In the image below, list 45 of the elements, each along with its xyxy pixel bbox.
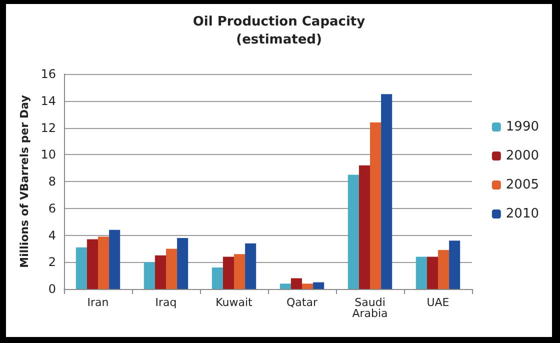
x-tick-label: Saudi Arabia	[352, 296, 388, 320]
bar	[98, 236, 110, 289]
y-tick-label: 2	[48, 255, 56, 270]
chart-title: Oil Production Capacity (estimated)	[192, 14, 366, 48]
x-tick-label: Qatar	[286, 296, 318, 309]
y-tick-label: 8	[48, 174, 56, 188]
bar	[290, 278, 302, 289]
x-tick-label: UAE	[426, 296, 450, 309]
bar	[76, 247, 87, 289]
y-tick-label: 0	[48, 282, 56, 296]
bar	[222, 256, 234, 289]
legend-label: 2005	[506, 178, 540, 192]
y-tick-label: 16	[40, 67, 56, 81]
y-tick-label: 4	[48, 228, 56, 242]
bar	[449, 240, 460, 289]
bar	[416, 256, 427, 289]
y-tick-label: 6	[48, 201, 56, 216]
bar	[212, 268, 223, 289]
bar	[313, 282, 324, 289]
x-tick-label: Kuwait	[216, 296, 254, 309]
bar	[381, 94, 392, 289]
bar	[234, 254, 246, 289]
y-tick-label: 12	[40, 120, 56, 135]
bar	[358, 165, 370, 289]
bar	[426, 256, 438, 289]
bar	[302, 284, 314, 289]
bar	[154, 255, 166, 289]
bar	[438, 250, 450, 289]
bar	[109, 230, 120, 289]
bar	[86, 239, 98, 289]
bar	[348, 174, 359, 289]
y-tick-label: 10	[40, 148, 56, 162]
y-tick-label: 14	[40, 94, 56, 108]
y-axis-title: Millions of VBarrels per Day	[18, 95, 31, 268]
legend-label: 2000	[506, 148, 540, 164]
bar	[280, 284, 291, 289]
legend-label: 2010	[506, 206, 540, 222]
bar	[370, 122, 382, 289]
bar	[144, 262, 155, 289]
x-tick-label: Iran	[87, 296, 109, 309]
x-tick-label: Iraq	[155, 296, 177, 309]
legend-label: 1990	[506, 120, 540, 134]
bar	[245, 243, 256, 289]
bar	[177, 238, 188, 289]
bar	[166, 248, 178, 289]
